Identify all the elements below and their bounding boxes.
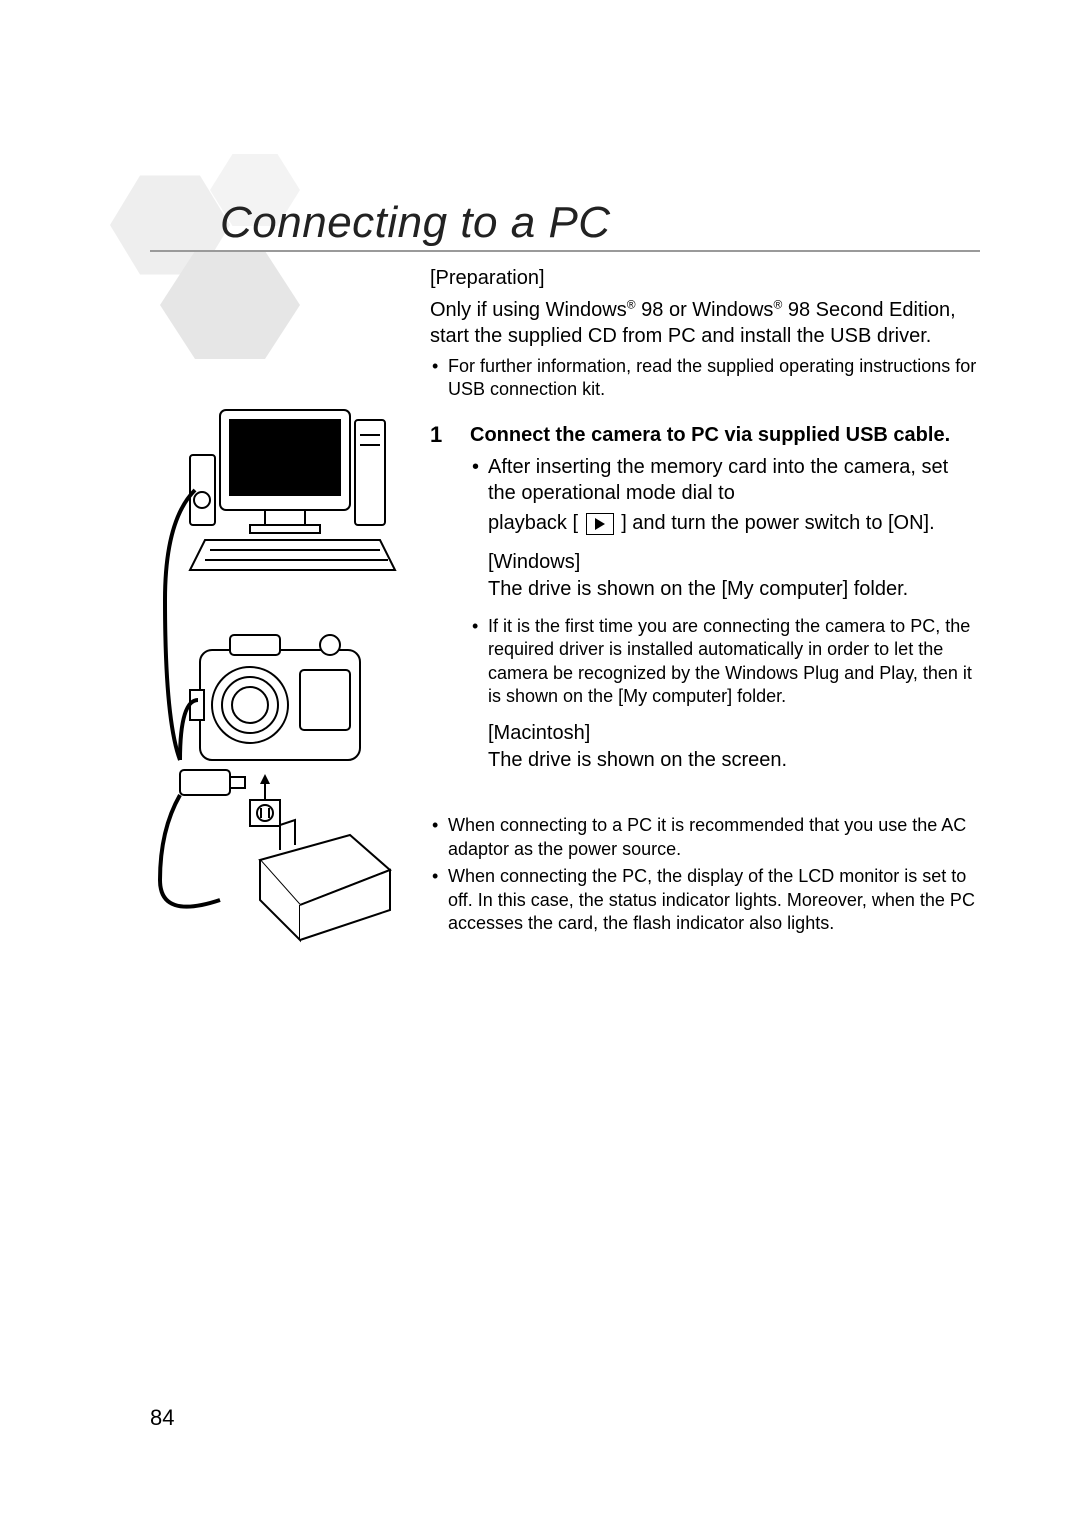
header-hex-decoration — [100, 150, 360, 360]
mac-label: [Macintosh] — [488, 722, 980, 745]
page-title: Connecting to a PC — [220, 198, 611, 248]
notes: When connecting to a PC it is recommende… — [430, 814, 980, 935]
playback-line: playback [ ] and turn the power switch t… — [488, 510, 980, 537]
preparation-label: [Preparation] — [430, 265, 980, 291]
title-underline — [150, 250, 980, 252]
windows-text: The drive is shown on the [My computer] … — [488, 576, 980, 603]
windows-bullets: If it is the first time you are connecti… — [470, 615, 980, 709]
manual-page: Connecting to a PC — [0, 0, 1080, 1526]
text-content: [Preparation] Only if using Windows® 98 … — [430, 265, 980, 939]
reg-mark-2: ® — [773, 297, 782, 311]
page-number: 84 — [150, 1405, 174, 1431]
prep-text-2: 98 or Windows — [636, 299, 774, 321]
preparation-text: Only if using Windows® 98 or Windows® 98… — [430, 297, 980, 349]
prep-text-1: Only if using Windows — [430, 299, 627, 321]
play-icon — [586, 513, 614, 535]
prep-bullet-1: For further information, read the suppli… — [448, 355, 980, 402]
note-1: When connecting to a PC it is recommende… — [448, 814, 980, 861]
step-title: Connect the camera to PC via supplied US… — [470, 422, 980, 448]
playback-after: ] and turn the power switch to [ON]. — [621, 512, 934, 534]
preparation-bullets: For further information, read the suppli… — [430, 355, 980, 402]
step-number: 1 — [430, 422, 470, 787]
windows-label: [Windows] — [488, 551, 980, 574]
connection-diagram — [150, 400, 430, 960]
windows-bullet-1: If it is the first time you are connecti… — [488, 615, 980, 709]
step-body: Connect the camera to PC via supplied US… — [470, 422, 980, 787]
step-bullets-1: After inserting the memory card into the… — [470, 454, 980, 506]
note-2: When connecting the PC, the display of t… — [448, 865, 980, 935]
step-bullet-insert: After inserting the memory card into the… — [488, 454, 980, 506]
mac-text: The drive is shown on the screen. — [488, 747, 980, 774]
playback-before: playback [ — [488, 512, 578, 534]
step-1: 1 Connect the camera to PC via supplied … — [430, 422, 980, 787]
reg-mark-1: ® — [627, 297, 636, 311]
